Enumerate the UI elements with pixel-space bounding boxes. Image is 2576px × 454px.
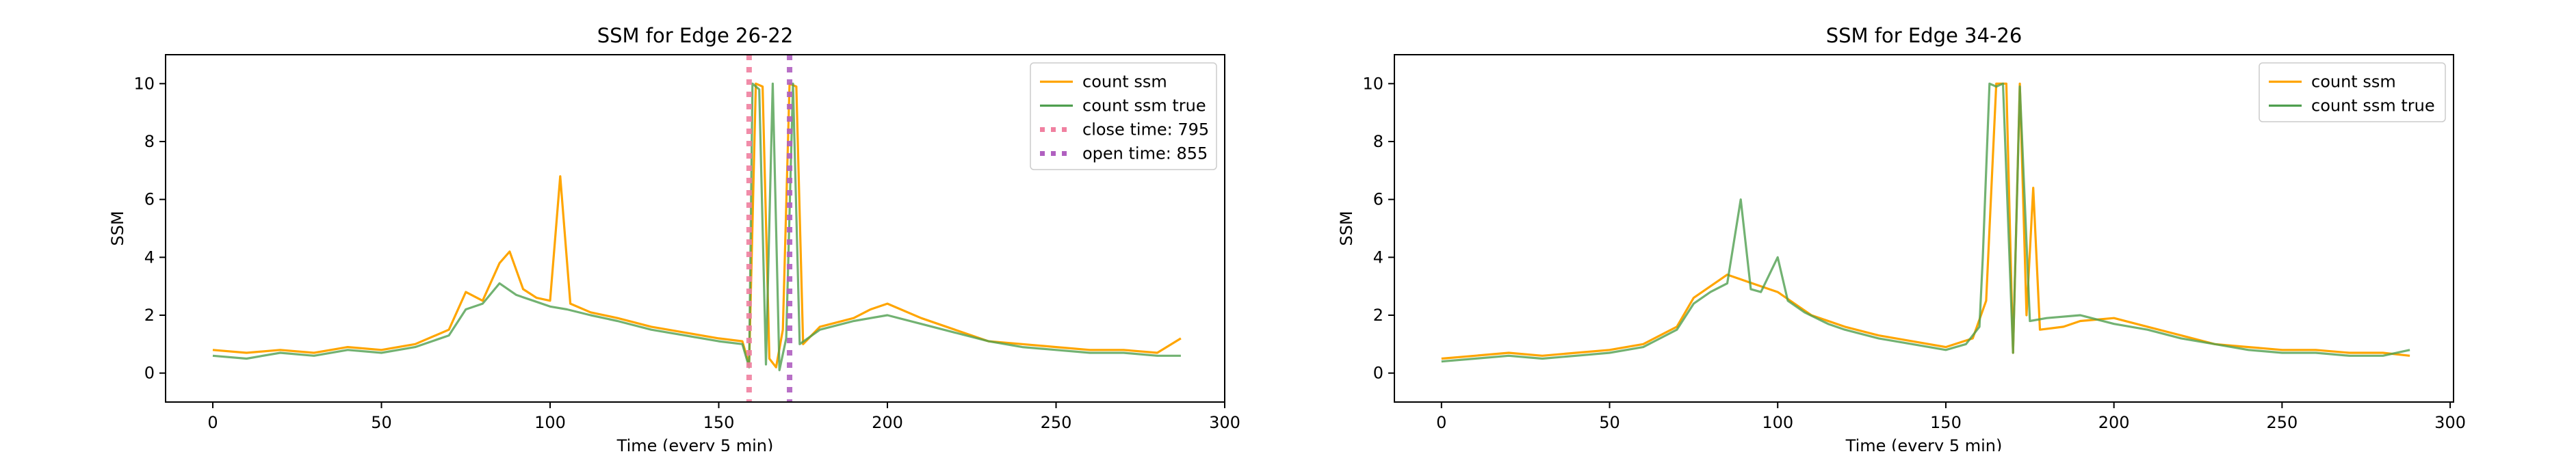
- x-tick-label: 0: [207, 413, 218, 432]
- x-tick-label: 0: [1436, 413, 1446, 432]
- x-tick-label: 50: [371, 413, 392, 432]
- chart-title: SSM for Edge 26-22: [597, 24, 794, 47]
- x-axis-label: Time (every 5 min): [616, 436, 774, 451]
- chart-panel-1: SSM for Edge 26-22 0 50 100 150 200 250 300 0 2 4 6…: [108, 24, 1240, 454]
- chart-panel-2: SSM for Edge 34-26 0 50 100 150 200 250 300 0 2 4 6…: [1337, 24, 2466, 454]
- axes-frame: [165, 54, 1225, 403]
- x-tick-label: 100: [534, 413, 566, 432]
- y-axis-label: SSM: [108, 211, 127, 245]
- legend: count ssm count ssm true: [2259, 62, 2446, 122]
- y-tick-label: 4: [144, 248, 155, 267]
- x-tick-label: 200: [872, 413, 903, 432]
- y-tick-label: 0: [1373, 364, 1383, 383]
- y-tick-label: 6: [144, 190, 155, 209]
- axes-frame: [1394, 54, 2454, 403]
- series-line-count-ssm-true: [1441, 82, 2410, 363]
- legend-label: close time: 795: [1082, 120, 1209, 139]
- y-tick-label: 10: [1362, 74, 1383, 93]
- x-tick-label: 150: [703, 413, 735, 432]
- x-tick-label: 300: [2434, 413, 2466, 432]
- x-tick-label: 200: [2098, 413, 2130, 432]
- x-tick-label: 300: [1209, 413, 1240, 432]
- x-tick-label: 250: [2266, 413, 2298, 432]
- chart-title: SSM for Edge 34-26: [1826, 24, 2022, 47]
- legend-box: [2259, 62, 2446, 122]
- y-tick-label: 10: [133, 74, 155, 93]
- legend-label: count ssm: [1082, 72, 1167, 92]
- x-axis-label: Time (every 5 min): [1845, 436, 2003, 451]
- y-tick-label: 0: [144, 364, 155, 383]
- y-tick-label: 8: [1373, 132, 1383, 151]
- series-line-count-ssm: [1441, 82, 2410, 360]
- x-tick-label: 250: [1041, 413, 1072, 432]
- x-tick-label: 150: [1930, 413, 1962, 432]
- y-tick-label: 4: [1373, 248, 1383, 267]
- y-tick-label: 6: [1373, 190, 1383, 209]
- series-line-count-ssm-true: [212, 82, 1181, 371]
- legend-label: count ssm true: [2311, 96, 2435, 116]
- x-tick-label: 50: [1599, 413, 1620, 432]
- y-tick-label: 8: [144, 132, 155, 151]
- legend-box: [1030, 62, 1217, 170]
- legend-label: count ssm: [2311, 72, 2396, 92]
- y-axis-label: SSM: [1337, 211, 1356, 245]
- series-line-count-ssm: [212, 82, 1182, 369]
- y-tick-label: 2: [144, 306, 155, 325]
- y-tick-label: 2: [1373, 306, 1383, 325]
- legend-label: count ssm true: [1082, 96, 1206, 116]
- x-tick-label: 100: [1762, 413, 1793, 432]
- legend: count ssm count ssm true close time: 795 op…: [1030, 62, 1217, 170]
- legend-label: open time: 855: [1082, 144, 1208, 163]
